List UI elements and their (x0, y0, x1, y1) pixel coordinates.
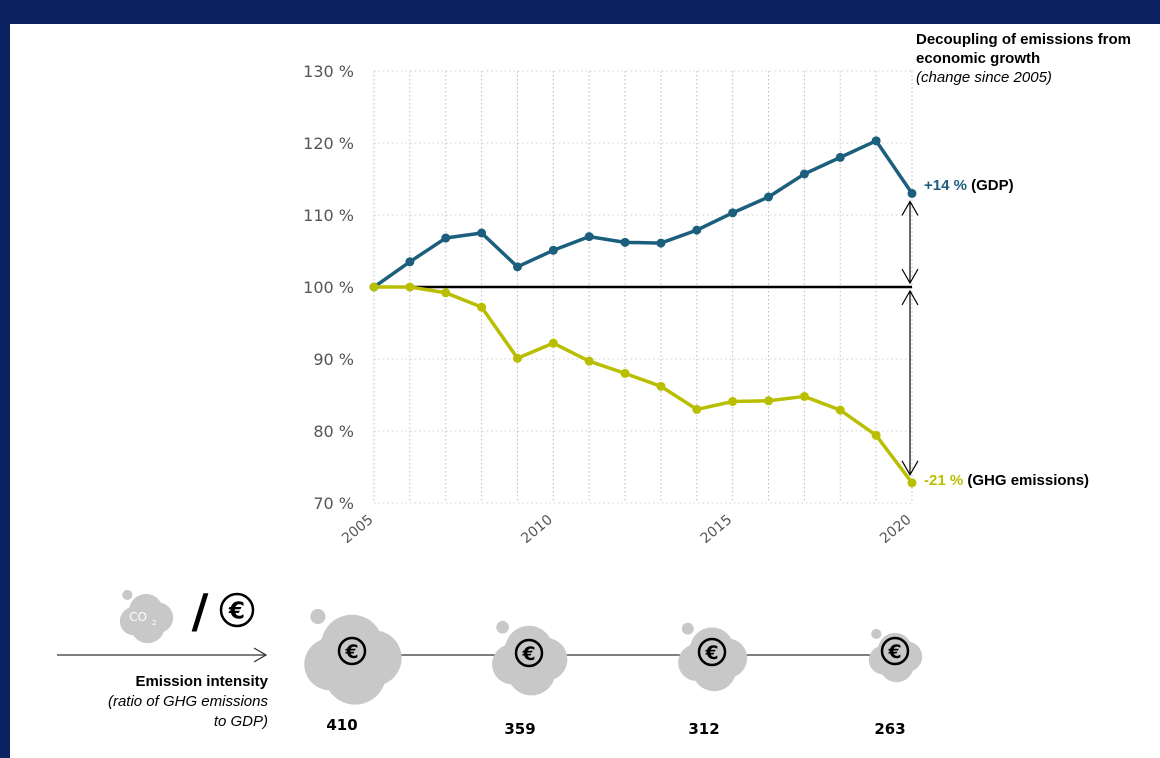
data-point (405, 282, 415, 292)
data-point (405, 257, 415, 267)
cloud-bubble (496, 620, 509, 634)
y-tick-label: 130 % (303, 62, 354, 81)
data-point (477, 228, 487, 238)
ghg-end-label: -21 % (GHG emissions) (924, 472, 1089, 489)
co2-cloud-icon (119, 589, 174, 644)
data-point (512, 262, 522, 272)
euro-icon: € (337, 636, 367, 666)
data-point (835, 405, 845, 415)
svg-text:€: € (228, 597, 245, 624)
data-point (692, 225, 702, 235)
intensity-arrow-head (253, 647, 268, 663)
data-point (764, 192, 774, 202)
ghg-end-value: -21 % (924, 472, 964, 489)
ghg-difference-arrow-head (901, 460, 919, 477)
co2-cloud-icon (304, 608, 402, 705)
data-point (835, 152, 845, 162)
gdp-end-text: (GDP) (971, 177, 1014, 194)
data-point (799, 169, 809, 179)
data-point (907, 478, 917, 488)
co2-subscript: 2 (152, 619, 156, 627)
data-point (548, 338, 558, 348)
intensity-subtitle-line2: to GDP) (213, 713, 268, 730)
y-tick-label: 80 % (313, 422, 354, 441)
data-point (441, 233, 451, 243)
data-point (548, 245, 558, 255)
gdp-end-value: +14 % (924, 177, 967, 194)
intensity-value: 263 (874, 720, 906, 738)
data-point (656, 381, 666, 391)
data-point (512, 353, 522, 363)
intensity-subtitle-line1: (ratio of GHG emissions (107, 693, 268, 710)
x-tick-label: 2020 (877, 512, 915, 547)
data-point (441, 288, 451, 298)
cloud-bubble (871, 628, 882, 639)
gdp-difference-arrow-head (901, 268, 919, 285)
co2-cloud-icon (492, 620, 568, 696)
difference-arrows (901, 200, 919, 477)
intensity-value: 312 (688, 720, 720, 738)
y-tick-label: 100 % (303, 278, 354, 297)
intensity-title-block: Emission intensity (ratio of GHG emissio… (40, 672, 268, 732)
cloud-bubble (122, 589, 133, 600)
x-axis-ticks: 2005 2010 2015 2020 (339, 512, 915, 547)
ghg-end-text: (GHG emissions) (967, 472, 1090, 489)
data-point (584, 232, 594, 242)
data-point (728, 396, 738, 406)
data-point (620, 368, 630, 378)
svg-text:€: € (704, 643, 718, 664)
data-point (871, 136, 881, 146)
chart-title-block: Decoupling of emissions from economic gr… (916, 30, 1146, 87)
y-tick-label: 110 % (303, 206, 354, 225)
chart-title: Decoupling of emissions from economic gr… (916, 31, 1132, 67)
chart-subtitle: (change since 2005) (916, 69, 1052, 86)
data-point (584, 356, 594, 366)
gdp-difference-arrow-head (901, 200, 919, 216)
svg-text:€: € (887, 642, 901, 663)
svg-text:€: € (521, 644, 535, 665)
x-tick-label: 2015 (698, 512, 736, 547)
chart-panel (10, 24, 1160, 758)
x-tick-label: 2010 (518, 512, 556, 547)
cloud-bubble (681, 622, 694, 635)
euro-icon: € (697, 637, 727, 667)
intensity-value: 410 (326, 716, 358, 734)
svg-text:€: € (344, 642, 358, 663)
y-tick-label: 120 % (303, 134, 354, 153)
series-layer (369, 136, 917, 488)
data-point (692, 404, 702, 414)
euro-icon: € (880, 636, 910, 666)
series-line-gdp (372, 139, 914, 289)
data-point (871, 430, 881, 440)
y-tick-label: 90 % (313, 350, 354, 369)
data-point (799, 391, 809, 401)
y-axis-ticks: 70 % 80 % 90 % 100 % 110 % 120 % 130 % (303, 62, 354, 513)
co2-label: CO (129, 610, 147, 624)
series-line-ghg-emissions (374, 285, 914, 484)
data-point (477, 302, 487, 312)
gdp-end-label: +14 % (GDP) (924, 177, 1014, 194)
cloud-bubble (310, 608, 326, 625)
y-tick-label: 70 % (313, 494, 354, 513)
euro-icon: € (514, 638, 544, 668)
euro-icon: € (219, 592, 255, 628)
data-point (656, 238, 666, 248)
data-point (728, 208, 738, 218)
data-point (764, 396, 774, 406)
intensity-title: Emission intensity (135, 673, 268, 690)
x-tick-label: 2005 (339, 512, 377, 547)
slash-symbol: / (192, 584, 209, 638)
intensity-graphic: € € € € CO 2 / € (57, 584, 923, 705)
data-point (620, 237, 630, 247)
data-point (907, 188, 917, 198)
intensity-value: 359 (504, 720, 536, 738)
ghg-difference-arrow-head (901, 289, 919, 306)
data-point (369, 282, 379, 292)
